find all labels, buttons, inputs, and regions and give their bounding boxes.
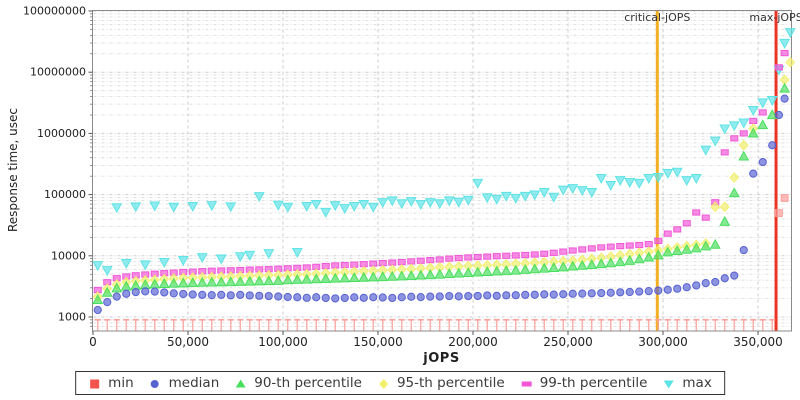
x-tick-label: 300,000 (638, 335, 688, 349)
legend-triangle-up-icon (235, 379, 246, 387)
x-tick-label: 0 (89, 335, 97, 349)
y-tick-label: 1000 (58, 311, 86, 324)
legend-label-p99: 99-th percentile (539, 375, 648, 391)
legend-label-p90: 90-th percentile (254, 375, 362, 391)
legend-label-max: max (682, 375, 712, 391)
x-tick-label: 100,000 (258, 335, 308, 349)
x-tick-label: 150,000 (353, 335, 403, 349)
max-jops-line-label: max-jOPS (749, 11, 800, 24)
critical-jops-line: critical-jOPS (624, 11, 690, 331)
legend-item-p90: 90-th percentile (234, 375, 362, 391)
x-tick-label: 250,000 (543, 335, 593, 349)
legend-circle-icon (151, 379, 160, 388)
y-tick-label: 100000000 (23, 5, 86, 18)
y-tick-label: 10000000 (30, 66, 86, 79)
legend-item-p95: 95-th percentile (377, 375, 505, 391)
legend-item-max: max (662, 375, 712, 391)
series-max (92, 28, 796, 277)
y-tick-label: 100000 (44, 188, 86, 201)
legend-diamond-icon (378, 378, 388, 389)
max-jops-line: max-jOPS (749, 11, 800, 331)
series-p90 (92, 82, 791, 305)
y-axis-title: Response time, usec (6, 107, 20, 233)
legend-item-min: min (88, 375, 134, 391)
series-p99 (93, 50, 789, 294)
x-tick-label: 50,000 (167, 335, 209, 349)
series-min (94, 194, 789, 331)
grid (93, 10, 791, 330)
x-axis-title: jOPS (423, 351, 460, 366)
x-tick-label: 200,000 (448, 335, 498, 349)
legend-label-median: median (168, 375, 220, 391)
legend-item-median: median (149, 375, 220, 391)
y-tick-label: 10000 (51, 249, 86, 262)
critical-jops-line-label: critical-jOPS (624, 11, 690, 24)
axes: 0 50,000 100,000 150,000 200,000 250,000 300,0… (23, 5, 783, 350)
legend-item-p99: 99-th percentile (520, 375, 648, 391)
legend-square-icon (90, 379, 100, 388)
plot-border (92, 10, 792, 332)
legend-label-p95: 95-th percentile (396, 375, 505, 391)
legend-triangle-down-icon (663, 380, 674, 388)
legend-label-min: min (108, 375, 134, 391)
legend-bar-icon (521, 381, 532, 386)
x-tick-label: 350,000 (733, 335, 783, 349)
y-tick-label: 1000000 (37, 127, 86, 140)
legend: min median 90-th percentile 95-th percentil… (75, 371, 725, 395)
series-median (93, 94, 789, 315)
